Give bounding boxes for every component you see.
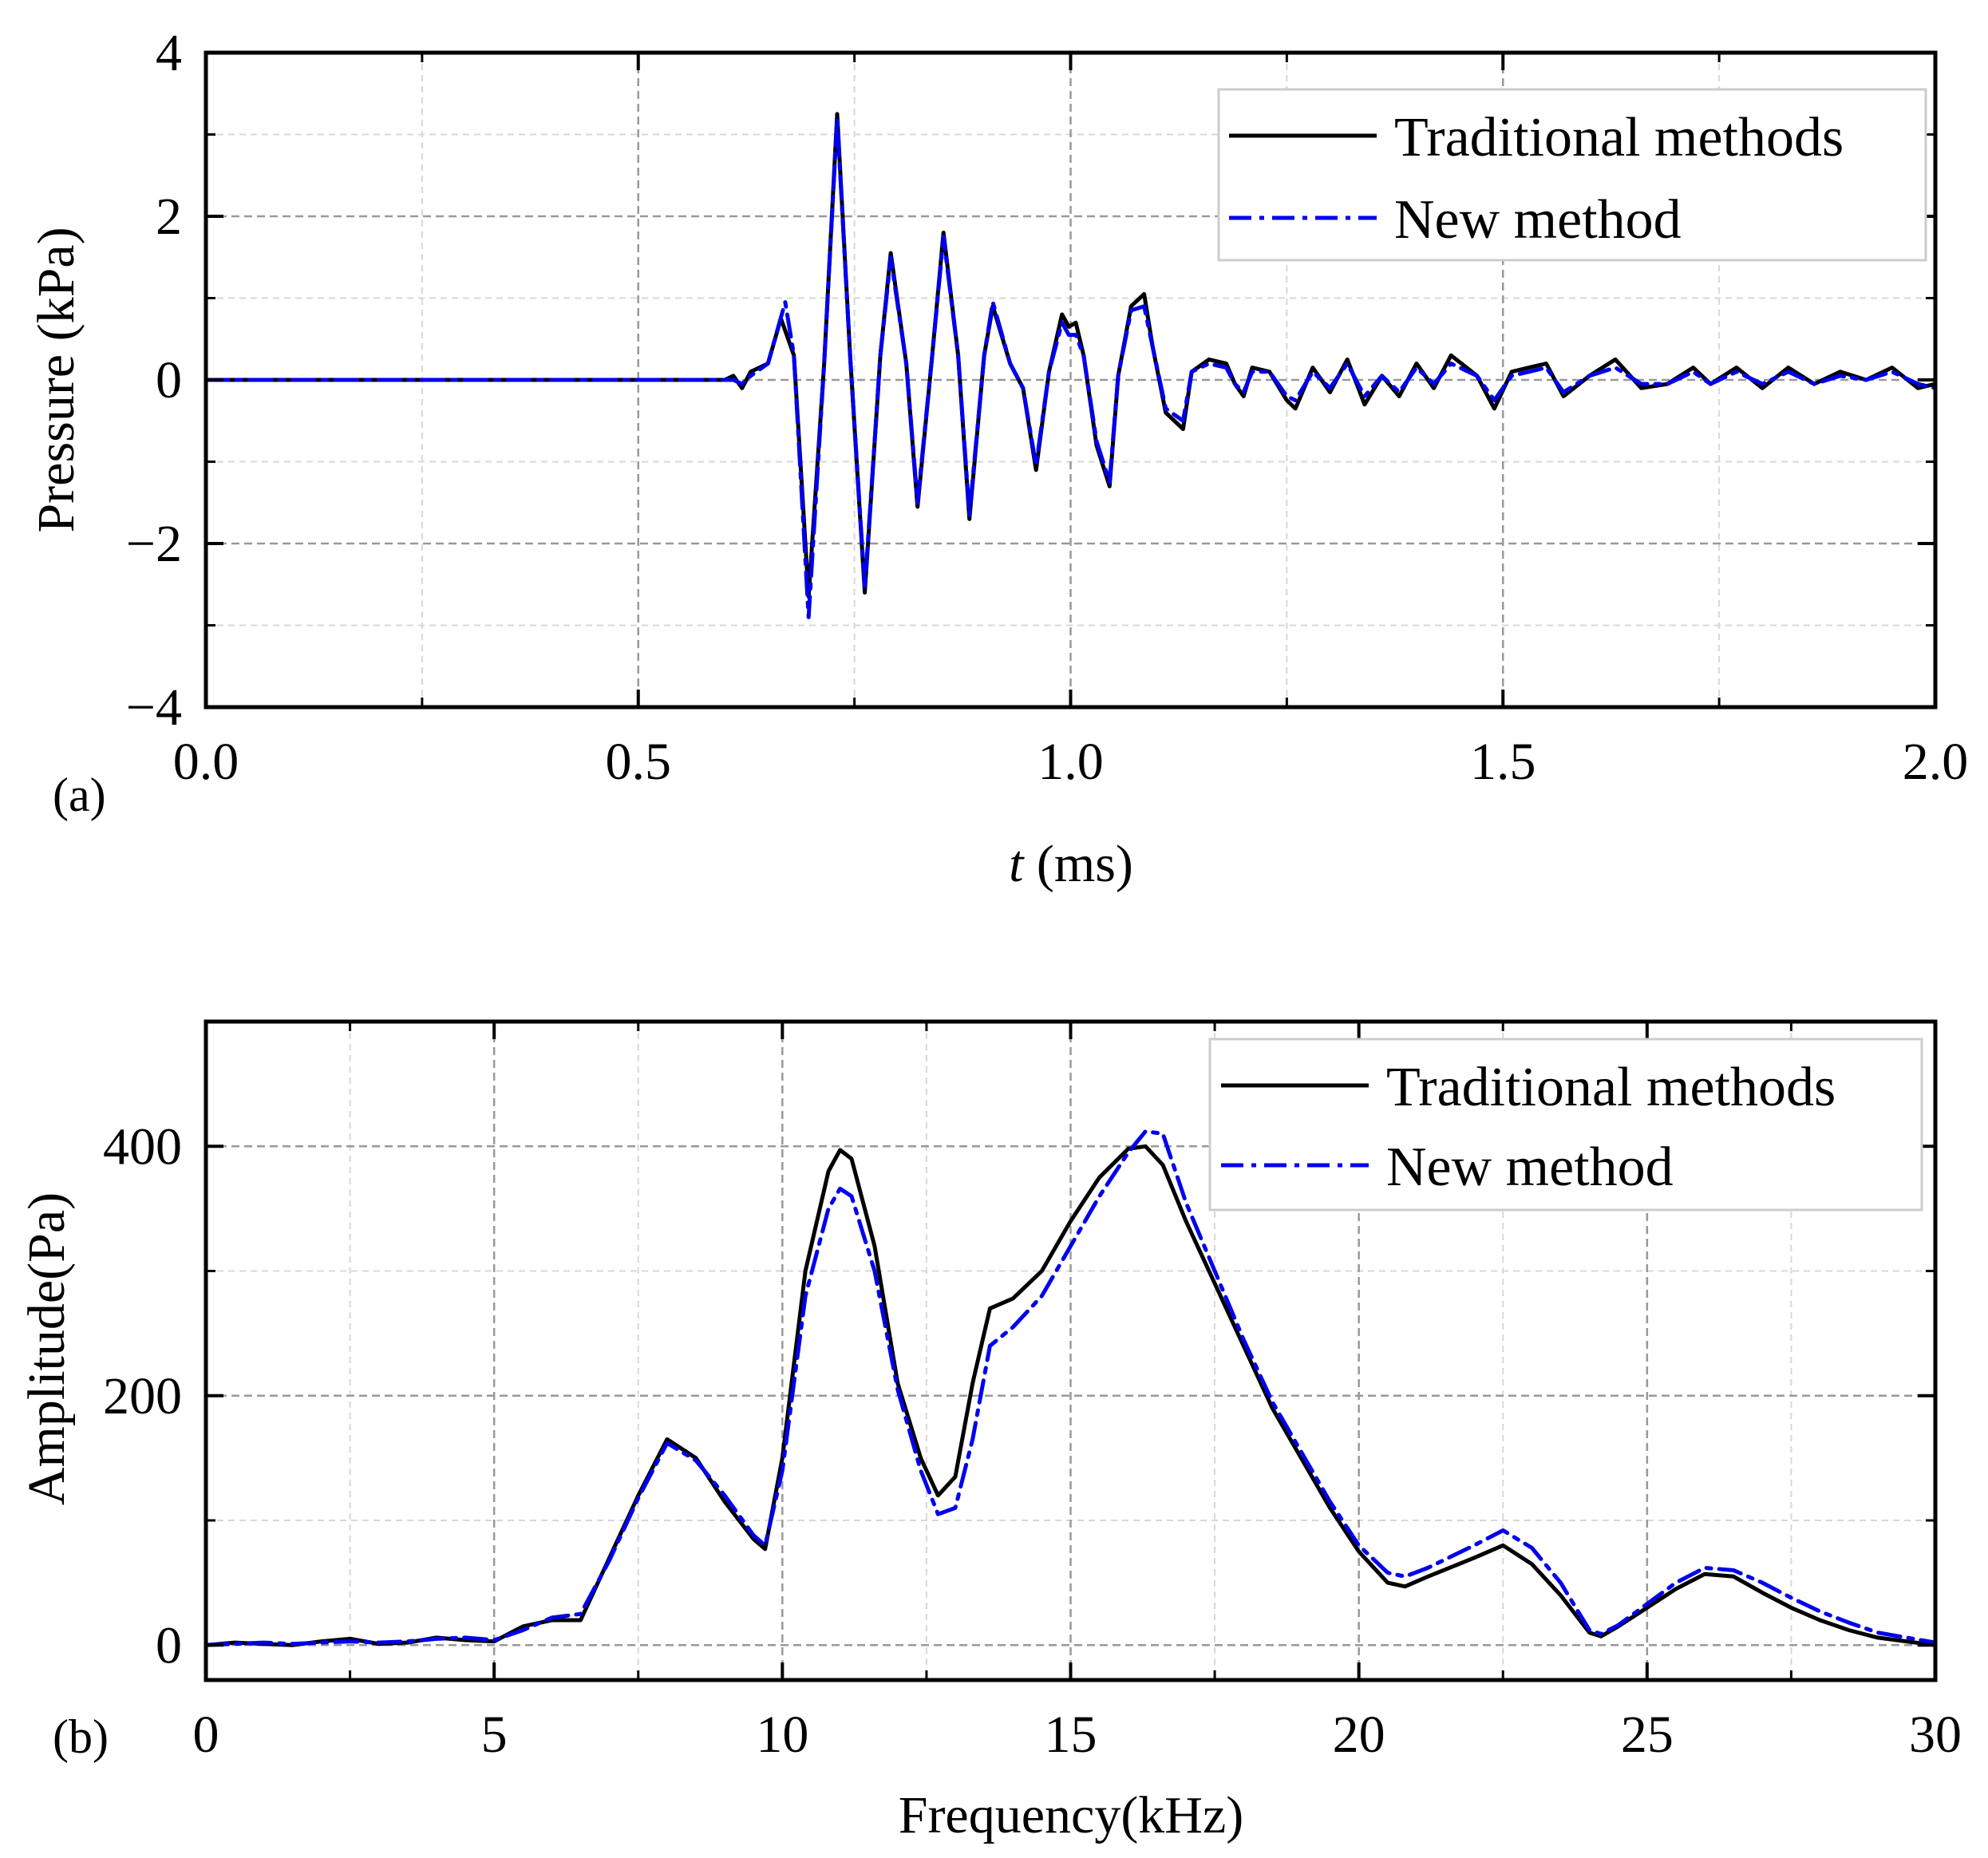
panel-b-amplitude-chart: 0 5 10 15 20 25 30 0 200 400 Amplitude(Pa) Freque…: [18, 1019, 1962, 1844]
x-tick-label: 1.0: [1037, 733, 1104, 791]
panel-b-ticks: 0 5 10 15 20 25 30 0 200 400: [103, 1022, 1962, 1764]
panel-a-legend-box: [1217, 88, 1927, 262]
x-tick-label: 0: [193, 1706, 219, 1764]
y-tick-label: −2: [126, 515, 182, 573]
x-tick-label: 30: [1909, 1706, 1962, 1764]
y-tick-label: 0: [156, 351, 182, 409]
panel-b-ylabel: Amplitude(Pa): [18, 1192, 76, 1505]
x-tick-label: 0.5: [606, 733, 672, 791]
y-tick-label: 200: [103, 1367, 182, 1425]
x-tick-label: 15: [1045, 1706, 1097, 1764]
y-tick-label: 4: [156, 24, 182, 82]
x-tick-label: 25: [1621, 1706, 1674, 1764]
x-tick-label: 0.0: [173, 733, 239, 791]
panel-a-series: [204, 112, 1938, 619]
panel-a-ticks: 0.0 0.5 1.0 1.5 2.0 −4 −2 0 2 4: [126, 24, 1968, 791]
panel-b-legend-label-new: New method: [1386, 1137, 1674, 1198]
panel-a-legend-label-new: New method: [1394, 189, 1682, 251]
x-tick-label: 20: [1333, 1706, 1385, 1764]
x-tick-label: 1.5: [1470, 733, 1536, 791]
panel-b-legend-label-traditional: Traditional methods: [1386, 1057, 1836, 1118]
panel-b-legend-box: [1208, 1038, 1923, 1212]
panel-a-legend: Traditional methods New method: [1217, 88, 1927, 262]
panel-b-legend: Traditional methods New method: [1208, 1038, 1923, 1212]
x-tick-label: 2.0: [1903, 733, 1969, 791]
panel-b-xlabel: Frequency(kHz): [899, 1786, 1243, 1844]
panel-a-pressure-chart: 0.0 0.5 1.0 1.5 2.0 −4 −2 0 2 4 Pressure (kPa) t …: [27, 24, 1968, 893]
x-tick-label: 5: [481, 1706, 508, 1764]
panel-b-series: [204, 1129, 1938, 1647]
series-line-new: [204, 1129, 1938, 1647]
panel-a-xlabel: t (ms): [1009, 835, 1133, 893]
y-tick-label: 2: [156, 188, 182, 246]
x-tick-label: 10: [756, 1706, 808, 1764]
panel-b-label: (b): [53, 1710, 109, 1763]
y-tick-label: 0: [156, 1616, 182, 1674]
series-line-new: [204, 116, 1938, 619]
y-tick-label: 400: [103, 1117, 182, 1176]
panel-a-ylabel: Pressure (kPa): [27, 227, 85, 532]
panel-a-label: (a): [53, 769, 106, 821]
y-tick-label: −4: [126, 678, 182, 737]
panel-a-legend-label-traditional: Traditional methods: [1394, 107, 1844, 168]
